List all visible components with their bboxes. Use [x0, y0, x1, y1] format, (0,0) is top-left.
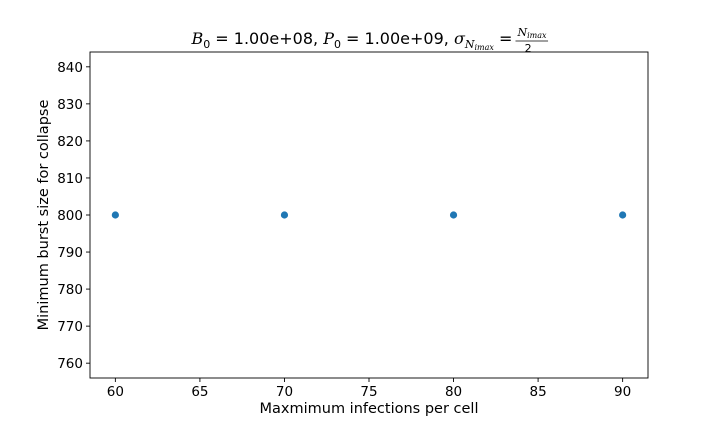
- title-b-subscript: 0: [203, 38, 210, 51]
- x-tick-label: 90: [614, 384, 631, 400]
- title-equals: =: [494, 29, 518, 48]
- x-tick-label: 75: [360, 384, 377, 400]
- y-tick-label: 780: [57, 282, 83, 298]
- title-sigma-subsubscript: imax: [474, 43, 494, 52]
- data-point: [280, 211, 289, 219]
- axes-frame: [89, 51, 649, 379]
- title-b-symbol: B: [190, 29, 203, 48]
- y-tick-label: 800: [57, 208, 83, 224]
- y-tick-label: 820: [57, 134, 83, 150]
- title-frac-numerator: N: [517, 26, 528, 39]
- title-sigma-subscript: N: [464, 38, 475, 51]
- y-tick-label: 760: [57, 356, 83, 372]
- data-point: [619, 211, 627, 219]
- data-point: [111, 211, 119, 219]
- data-point: [449, 211, 458, 219]
- x-tick-label: 80: [445, 384, 462, 400]
- title-frac-denominator: 2: [525, 42, 532, 55]
- x-tick-label: 70: [276, 384, 293, 400]
- chart-title: B0 = 1.00e+08, P0 = 1.00e+09, σNimax = N…: [190, 26, 547, 55]
- x-axis-label: Maxmimum infections per cell: [260, 401, 479, 417]
- title-p-value: = 1.00e+09,: [341, 29, 454, 48]
- title-p-symbol: P: [322, 29, 334, 48]
- y-tick-label: 810: [57, 171, 83, 187]
- title-sigma-symbol: σ: [454, 29, 466, 48]
- y-tick-label: 790: [57, 245, 83, 261]
- y-tick-label: 770: [57, 319, 83, 335]
- y-tick-label: 830: [57, 97, 83, 113]
- x-tick-label: 65: [191, 384, 208, 400]
- y-tick-label: 840: [57, 60, 83, 76]
- x-tick-label: 85: [529, 384, 546, 400]
- title-frac-numerator-subscript: imax: [527, 31, 547, 40]
- title-p-subscript: 0: [334, 38, 341, 51]
- plot-area: 60 65 70 75 80 85 90 760 770 780 790 800 810 820 830 84…: [57, 51, 649, 400]
- y-axis-label: Minimum burst size for collapse: [36, 100, 52, 331]
- x-tick-label: 60: [107, 384, 124, 400]
- title-b-value: = 1.00e+08,: [210, 29, 323, 48]
